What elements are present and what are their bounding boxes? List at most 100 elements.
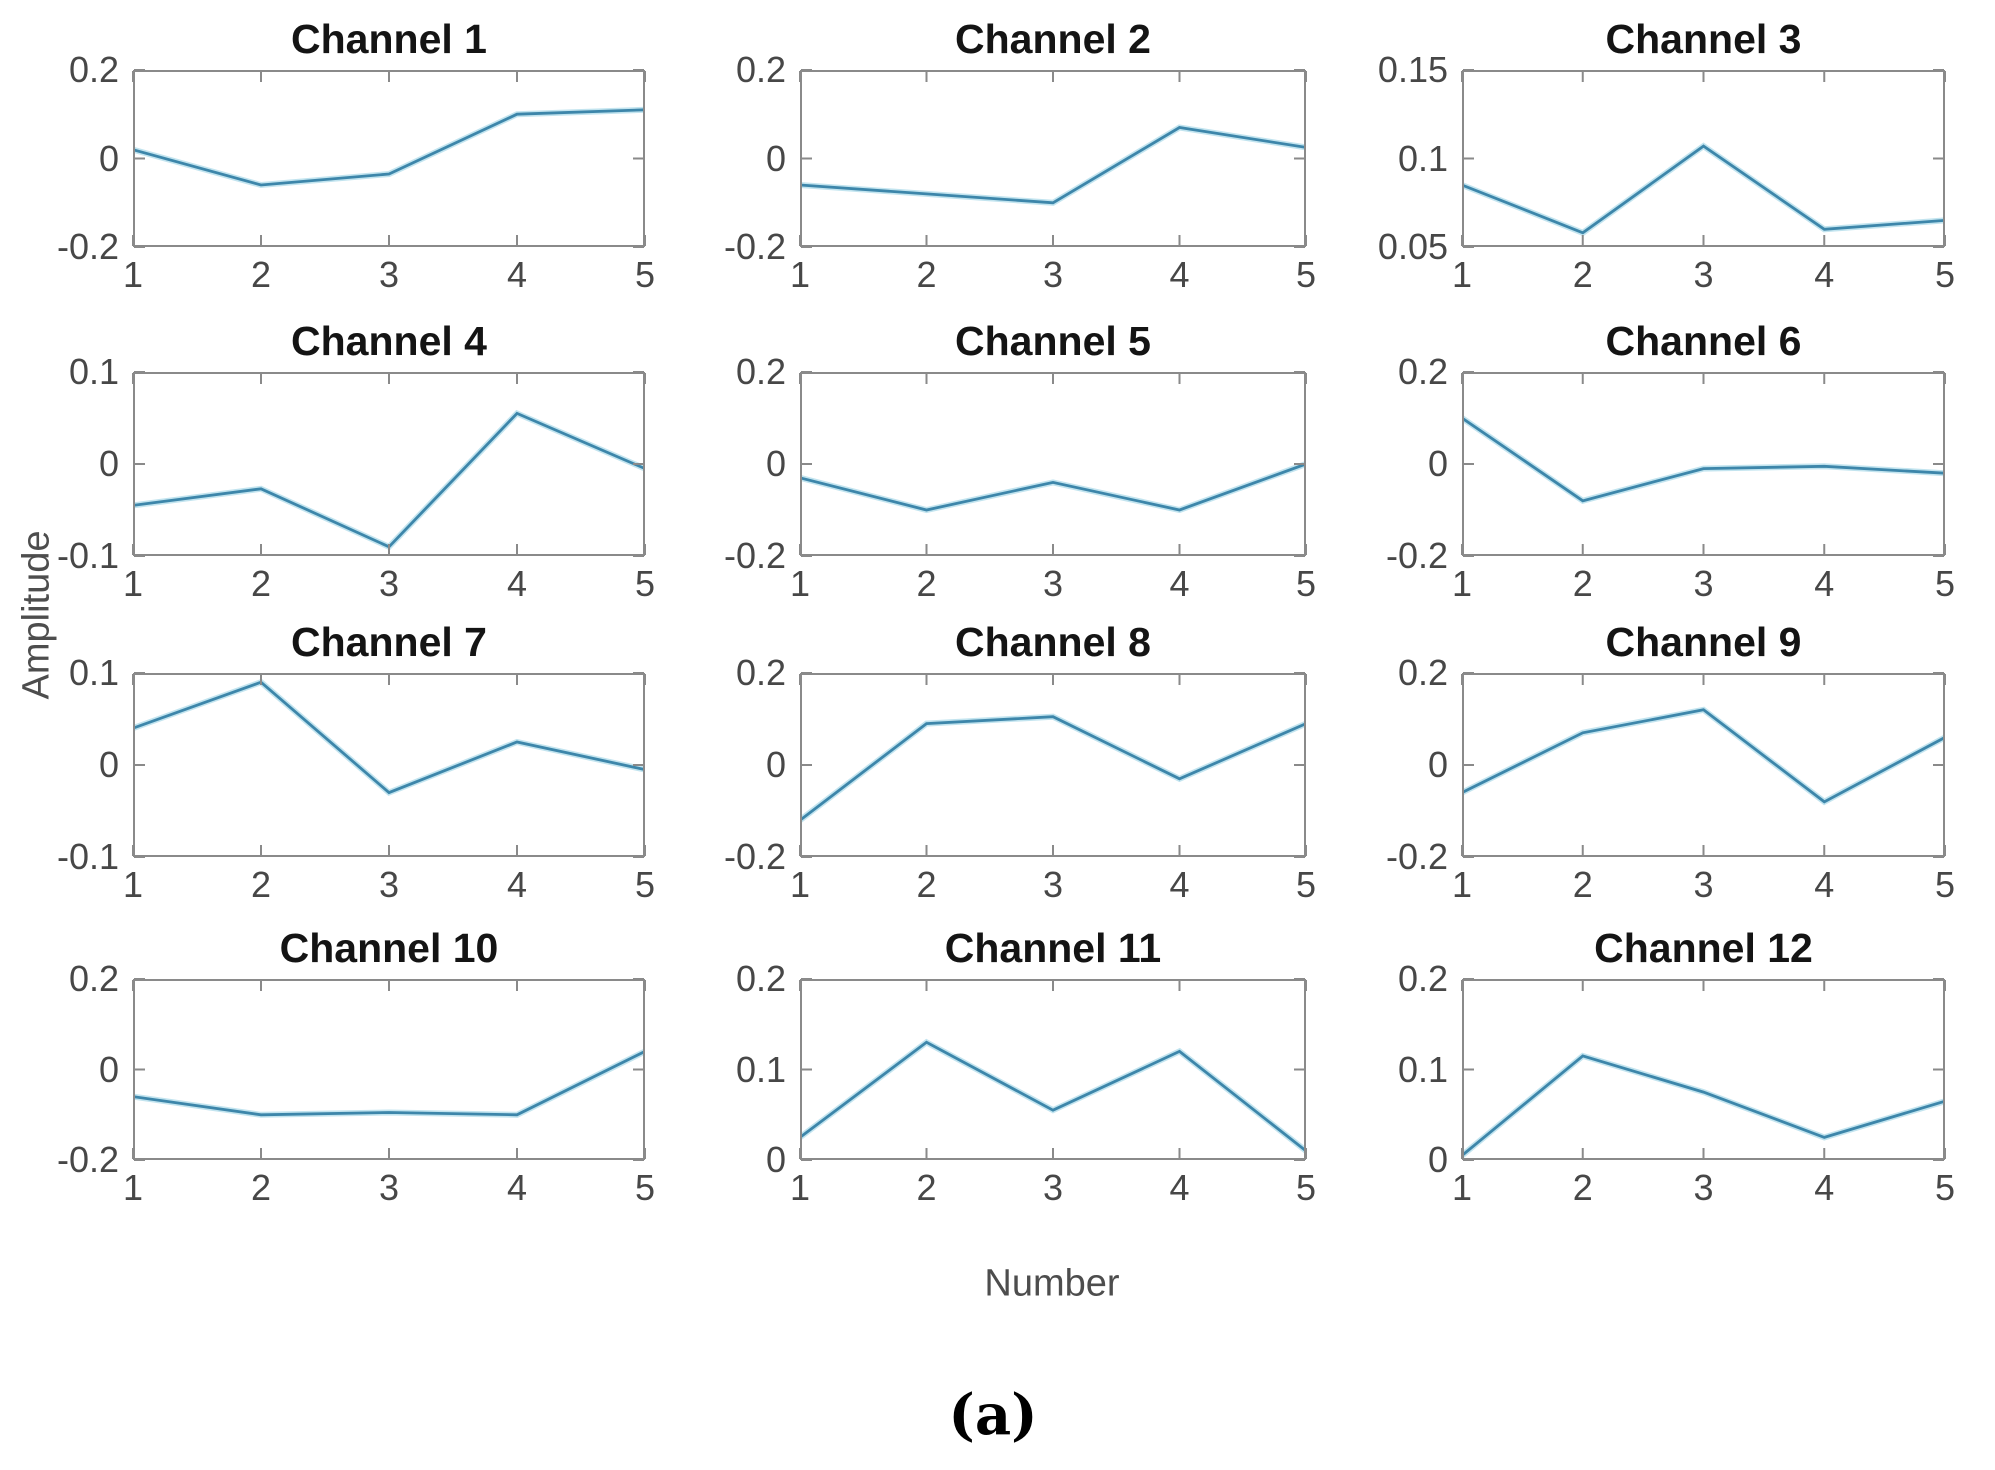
x-tick-label: 5 (1934, 563, 1956, 604)
x-tick-label: 2 (1572, 864, 1593, 905)
y-tick-label: 0 (98, 744, 119, 785)
x-tick-label: 2 (250, 864, 272, 905)
plot-area-svg (799, 371, 1307, 557)
panel-title: Channel 3 (1605, 16, 1802, 62)
x-tick-label: 4 (506, 1167, 528, 1208)
line-series (133, 680, 645, 795)
x-tick-label: 2 (916, 563, 937, 604)
y-tick-label: 0.2 (735, 351, 786, 392)
x-tick-label: 5 (1934, 864, 1956, 905)
line-series (800, 126, 1306, 205)
y-tick-label: 0.2 (735, 49, 786, 90)
line-series (1462, 1054, 1945, 1157)
axis-box (133, 70, 645, 247)
y-tick-label: 0.2 (1397, 351, 1448, 392)
y-tick-label: 0 (765, 137, 786, 179)
y-tick-label: 0.2 (68, 49, 119, 90)
line-series-halo (1462, 1052, 1945, 1158)
line-series (800, 1040, 1306, 1153)
subplot-channel-9: Channel 9 -0.2 0 0.2 1 2 3 4 5 (1386, 619, 1955, 905)
line-series (800, 462, 1306, 512)
x-tick-label: 1 (789, 1167, 811, 1208)
y-tick-label: 0.1 (68, 652, 119, 693)
subplot-channel-1: Channel 1 -0.2 0 0.2 1 2 3 4 5 (57, 16, 655, 295)
y-tick-label: -0.2 (56, 1139, 119, 1180)
y-tick-label: 0.2 (1397, 958, 1448, 999)
axis-box (1462, 673, 1945, 857)
subplot-channel-6: Channel 6 -0.2 0 0.2 1 2 3 4 5 (1386, 318, 1955, 604)
y-tick-label: -0.2 (723, 535, 786, 576)
line-series-halo (133, 409, 645, 551)
axis-box (1462, 70, 1945, 247)
y-tick-label: -0.2 (723, 836, 786, 877)
y-tick-label: 0 (765, 744, 786, 785)
plot-area-svg (132, 69, 646, 248)
x-tick-label: 5 (1295, 563, 1317, 604)
x-tick-label: 5 (634, 563, 656, 604)
subplot-channel-4: Channel 4 -0.1 0 0.1 1 2 3 4 5 (57, 318, 655, 604)
x-tick-label: 2 (916, 864, 937, 905)
panel-title: Channel 12 (1594, 925, 1813, 971)
x-tick-label: 3 (1042, 1167, 1064, 1208)
x-tick-label: 1 (789, 864, 811, 905)
x-tick-label: 2 (1572, 563, 1593, 604)
axis-box (1462, 372, 1945, 556)
plot-area-svg (1461, 978, 1946, 1161)
y-tick-label: 0.05 (1377, 226, 1448, 267)
y-tick-label: 0 (98, 1048, 119, 1090)
line-series (1462, 144, 1945, 235)
x-tick-label: 4 (1814, 1167, 1835, 1208)
x-tick-label: 1 (1451, 1167, 1473, 1208)
y-tick-label: -0.2 (1385, 535, 1448, 576)
subplot-channel-2: Channel 2 -0.2 0 0.2 1 2 3 4 5 (724, 16, 1316, 295)
y-tick-label: 0.15 (1377, 49, 1448, 90)
panel-title: Channel 8 (955, 619, 1151, 665)
panel-title: Channel 7 (291, 619, 487, 665)
x-tick-label: 2 (916, 1167, 937, 1208)
x-tick-label: 4 (1814, 864, 1835, 905)
plot-area-svg (132, 978, 646, 1161)
panel-title: Channel 11 (944, 925, 1162, 971)
y-tick-label: 0.1 (1397, 1048, 1448, 1090)
y-tick-label: 0.2 (68, 958, 119, 999)
y-tick-label: -0.2 (1385, 836, 1448, 877)
x-tick-label: 3 (1042, 254, 1064, 295)
line-series (133, 1050, 645, 1117)
x-tick-label: 5 (1934, 1167, 1956, 1208)
panel-title: Channel 6 (1605, 318, 1802, 364)
y-tick-label: 0.1 (68, 351, 119, 392)
y-tick-label: 0.2 (1397, 652, 1448, 693)
x-tick-label: 4 (1169, 254, 1190, 295)
x-tick-label: 2 (250, 1167, 272, 1208)
y-tick-label: 0 (765, 1139, 786, 1180)
panel-title: Channel 5 (955, 318, 1151, 364)
x-tick-label: 3 (378, 1167, 400, 1208)
x-tick-label: 2 (916, 254, 937, 295)
x-tick-label: 1 (122, 864, 144, 905)
x-tick-label: 3 (378, 563, 400, 604)
x-tick-label: 2 (1572, 1167, 1593, 1208)
x-tick-label: 5 (1934, 254, 1956, 295)
y-tick-label: 0 (1427, 443, 1448, 484)
x-tick-label: 4 (506, 864, 528, 905)
y-tick-label: 0.1 (1397, 137, 1448, 179)
x-tick-label: 3 (1693, 864, 1714, 905)
x-tick-label: 1 (122, 563, 144, 604)
axis-box (800, 979, 1306, 1160)
plot-area-svg (799, 978, 1307, 1161)
y-tick-label: 0 (765, 443, 786, 484)
x-tick-label: 5 (1295, 254, 1317, 295)
line-series (1462, 708, 1945, 804)
x-tick-label: 5 (1295, 864, 1317, 905)
panel-title: Channel 2 (955, 16, 1151, 62)
x-tick-label: 3 (378, 254, 400, 295)
x-tick-label: 4 (1814, 563, 1835, 604)
axis-box (133, 372, 645, 556)
axis-box (1462, 979, 1945, 1160)
y-tick-label: 0 (1427, 1139, 1448, 1180)
x-tick-label: 1 (1451, 563, 1473, 604)
subplot-channel-8: Channel 8 -0.2 0 0.2 1 2 3 4 5 (724, 619, 1316, 905)
x-tick-label: 5 (634, 1167, 656, 1208)
y-tick-label: -0.1 (56, 535, 119, 576)
panel-title: Channel 9 (1605, 619, 1802, 665)
